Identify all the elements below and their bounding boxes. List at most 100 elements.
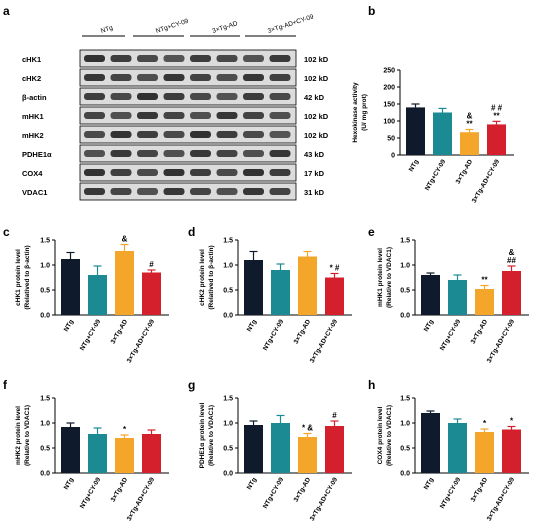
x-tick-label: NTg — [246, 318, 258, 332]
group-header-label: NTg — [100, 24, 114, 35]
bar — [88, 275, 107, 315]
bar — [433, 112, 452, 155]
blot-band — [110, 169, 132, 176]
blot-band — [269, 55, 291, 62]
group-header-label: NTg+CY-09 — [155, 18, 190, 35]
y-axis-label: Hexokinase activity — [352, 82, 359, 143]
blot-band — [190, 150, 211, 157]
significance-label: # — [149, 260, 154, 269]
y-tick-label: 1.0 — [400, 421, 410, 428]
significance-label: * — [483, 419, 487, 428]
blot-band — [269, 93, 291, 100]
x-tick-label: 3×Tg-AD — [455, 158, 475, 185]
x-tick-label: NTg+CY-09 — [262, 318, 286, 352]
group-header-label: 3×Tg-AD — [211, 20, 238, 35]
chart-b: b 0 50 100 150 200 250 Hexokinase activity (U/ m… — [352, 4, 514, 204]
blot-band — [269, 131, 291, 138]
blot-band — [243, 150, 264, 157]
blot-protein-label: VDAC1 — [22, 188, 47, 197]
blot-band — [269, 150, 291, 157]
blot-band — [243, 55, 264, 62]
blot-size-label: 17 kD — [304, 169, 325, 178]
blot-band — [84, 93, 105, 100]
bar — [325, 277, 344, 315]
x-tick-label: NTg — [423, 476, 435, 490]
x-tick-label: NTg — [63, 318, 75, 332]
blot-band — [110, 188, 132, 195]
y-axis-label: (Relative to VDAC1) — [386, 247, 393, 308]
blot-band — [137, 93, 158, 100]
bar — [61, 427, 80, 473]
y-tick-label: 200 — [383, 85, 395, 92]
significance-label: & — [509, 248, 515, 257]
significance-label: * — [123, 425, 127, 434]
blot-band — [190, 93, 211, 100]
y-tick-label: 1.5 — [40, 238, 50, 245]
blot-protein-label: cHK2 — [22, 74, 41, 83]
significance-label: # # — [491, 103, 503, 112]
blot-band — [137, 169, 158, 176]
y-axis-label: mHK1 protein level — [377, 248, 384, 307]
x-tick-label: NTg+CY-09 — [439, 318, 463, 352]
blot-band — [163, 150, 185, 157]
blot-band — [110, 131, 132, 138]
x-tick-label: NTg+CY-09 — [79, 318, 103, 352]
blot-band — [110, 55, 132, 62]
x-tick-label: 3×Tg-AD — [470, 318, 490, 345]
blot-band — [110, 74, 132, 81]
blot-strip — [79, 163, 297, 182]
significance-label: * & — [302, 424, 313, 433]
blot-size-label: 102 kD — [304, 55, 329, 64]
x-tick-label: NTg+CY-09 — [424, 158, 448, 192]
panel-letter-a: a — [3, 4, 10, 18]
blot-band — [163, 74, 185, 81]
blot-band — [190, 188, 211, 195]
panel-letter-f: f — [3, 378, 8, 392]
blot-band — [163, 93, 185, 100]
y-tick-label: 0.5 — [223, 446, 233, 453]
blot-band — [269, 169, 291, 176]
blot-band — [84, 131, 105, 138]
blot-band — [216, 169, 238, 176]
blot-band — [269, 188, 291, 195]
bar — [115, 438, 134, 473]
chart-d: d 0.0 0.5 1.0 1.5 cHK2 protein level (Relative… — [188, 225, 352, 364]
y-tick-label: 0.5 — [223, 288, 233, 295]
blot-band — [243, 74, 264, 81]
blot-band — [84, 55, 105, 62]
blot-band — [216, 74, 238, 81]
y-tick-label: 1.0 — [400, 263, 410, 270]
blot-size-label: 102 kD — [304, 74, 329, 83]
x-tick-label: 3×Tg-AD — [110, 476, 130, 503]
chart-c: c 0.0 0.5 1.0 1.5 cHK1 protein level (Relative… — [3, 225, 169, 364]
significance-label: * — [510, 417, 514, 426]
blot-band — [163, 169, 185, 176]
y-axis-label: (Relative to VDAC1) — [208, 405, 215, 466]
bar — [142, 434, 161, 473]
chart-h: h 0.0 0.5 1.0 1.5 COX4 protein level (Relative… — [368, 378, 529, 522]
blot-band — [190, 112, 211, 119]
bar — [244, 260, 263, 315]
blot-band — [163, 112, 185, 119]
panel-letter-c: c — [3, 225, 10, 239]
blot-band — [137, 74, 158, 81]
x-tick-label: 3×Tg-AD+CY-09 — [309, 476, 340, 522]
significance-label: # — [332, 411, 337, 420]
y-axis-label: cHK2 protein level — [199, 249, 206, 306]
panel-letter-b: b — [368, 4, 375, 18]
blot-band — [269, 112, 291, 119]
significance-label: * # — [330, 264, 340, 273]
bar — [502, 429, 521, 473]
blot-band — [137, 55, 158, 62]
blot-protein-label: PDHE1α — [22, 150, 52, 159]
x-tick-label: NTg+CY-09 — [262, 476, 286, 510]
y-tick-label: 0.0 — [223, 313, 233, 320]
blot-strip — [79, 106, 297, 125]
blot-band — [84, 74, 105, 81]
blot-band — [243, 188, 264, 195]
y-tick-label: 150 — [383, 102, 395, 109]
y-tick-label: 0.0 — [400, 471, 410, 478]
y-tick-label: 1.0 — [223, 421, 233, 428]
blot-band — [110, 150, 132, 157]
